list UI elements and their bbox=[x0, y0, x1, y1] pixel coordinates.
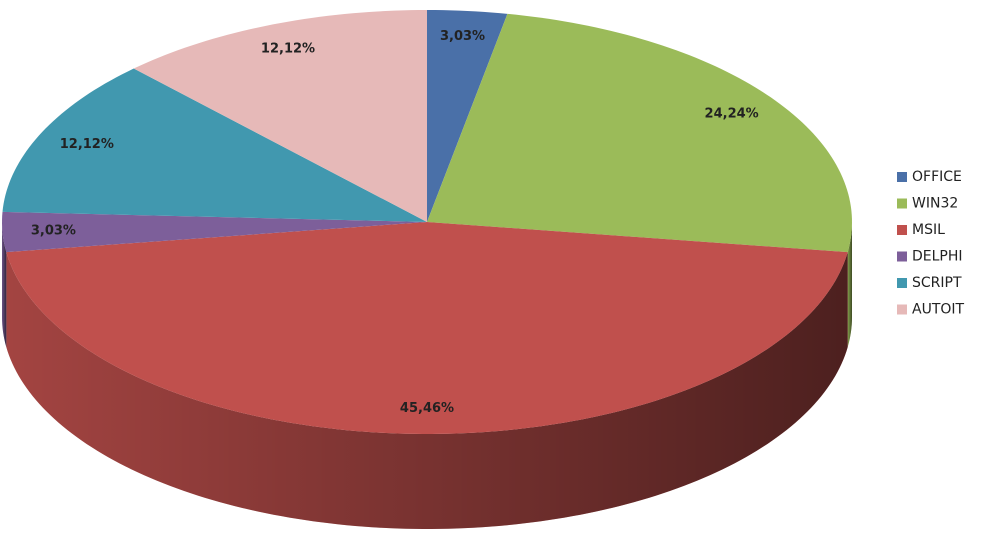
legend-swatch bbox=[897, 172, 907, 182]
legend-label: MSIL bbox=[912, 222, 945, 238]
legend-swatch bbox=[897, 251, 907, 262]
pie-slice bbox=[6, 222, 848, 434]
data-label: 12,12% bbox=[60, 137, 114, 152]
legend-swatch bbox=[897, 198, 907, 209]
legend-label: WIN32 bbox=[912, 196, 958, 212]
legend-swatch bbox=[897, 278, 907, 288]
data-label: 24,24% bbox=[705, 106, 759, 121]
slice-side-shade bbox=[847, 222, 852, 348]
data-label: 12,12% bbox=[261, 41, 315, 56]
data-label: 3,03% bbox=[31, 223, 76, 238]
data-label: 45,46% bbox=[400, 401, 454, 416]
pie-slice bbox=[2, 211, 428, 253]
pie-slice bbox=[2, 68, 427, 222]
pie-slice bbox=[427, 13, 852, 253]
data-label: 3,03% bbox=[440, 29, 485, 44]
legend-label: DELPHI bbox=[912, 249, 963, 265]
pie-slice bbox=[427, 10, 508, 222]
pie-slice bbox=[133, 10, 427, 222]
legend-swatch bbox=[897, 304, 907, 315]
slice-side-shade bbox=[2, 222, 7, 348]
legend-swatch bbox=[897, 225, 907, 235]
legend-label: SCRIPT bbox=[912, 275, 962, 291]
legend-label: OFFICE bbox=[912, 169, 962, 185]
legend-label: AUTOIT bbox=[912, 302, 965, 318]
slice-side-shade bbox=[6, 252, 848, 529]
